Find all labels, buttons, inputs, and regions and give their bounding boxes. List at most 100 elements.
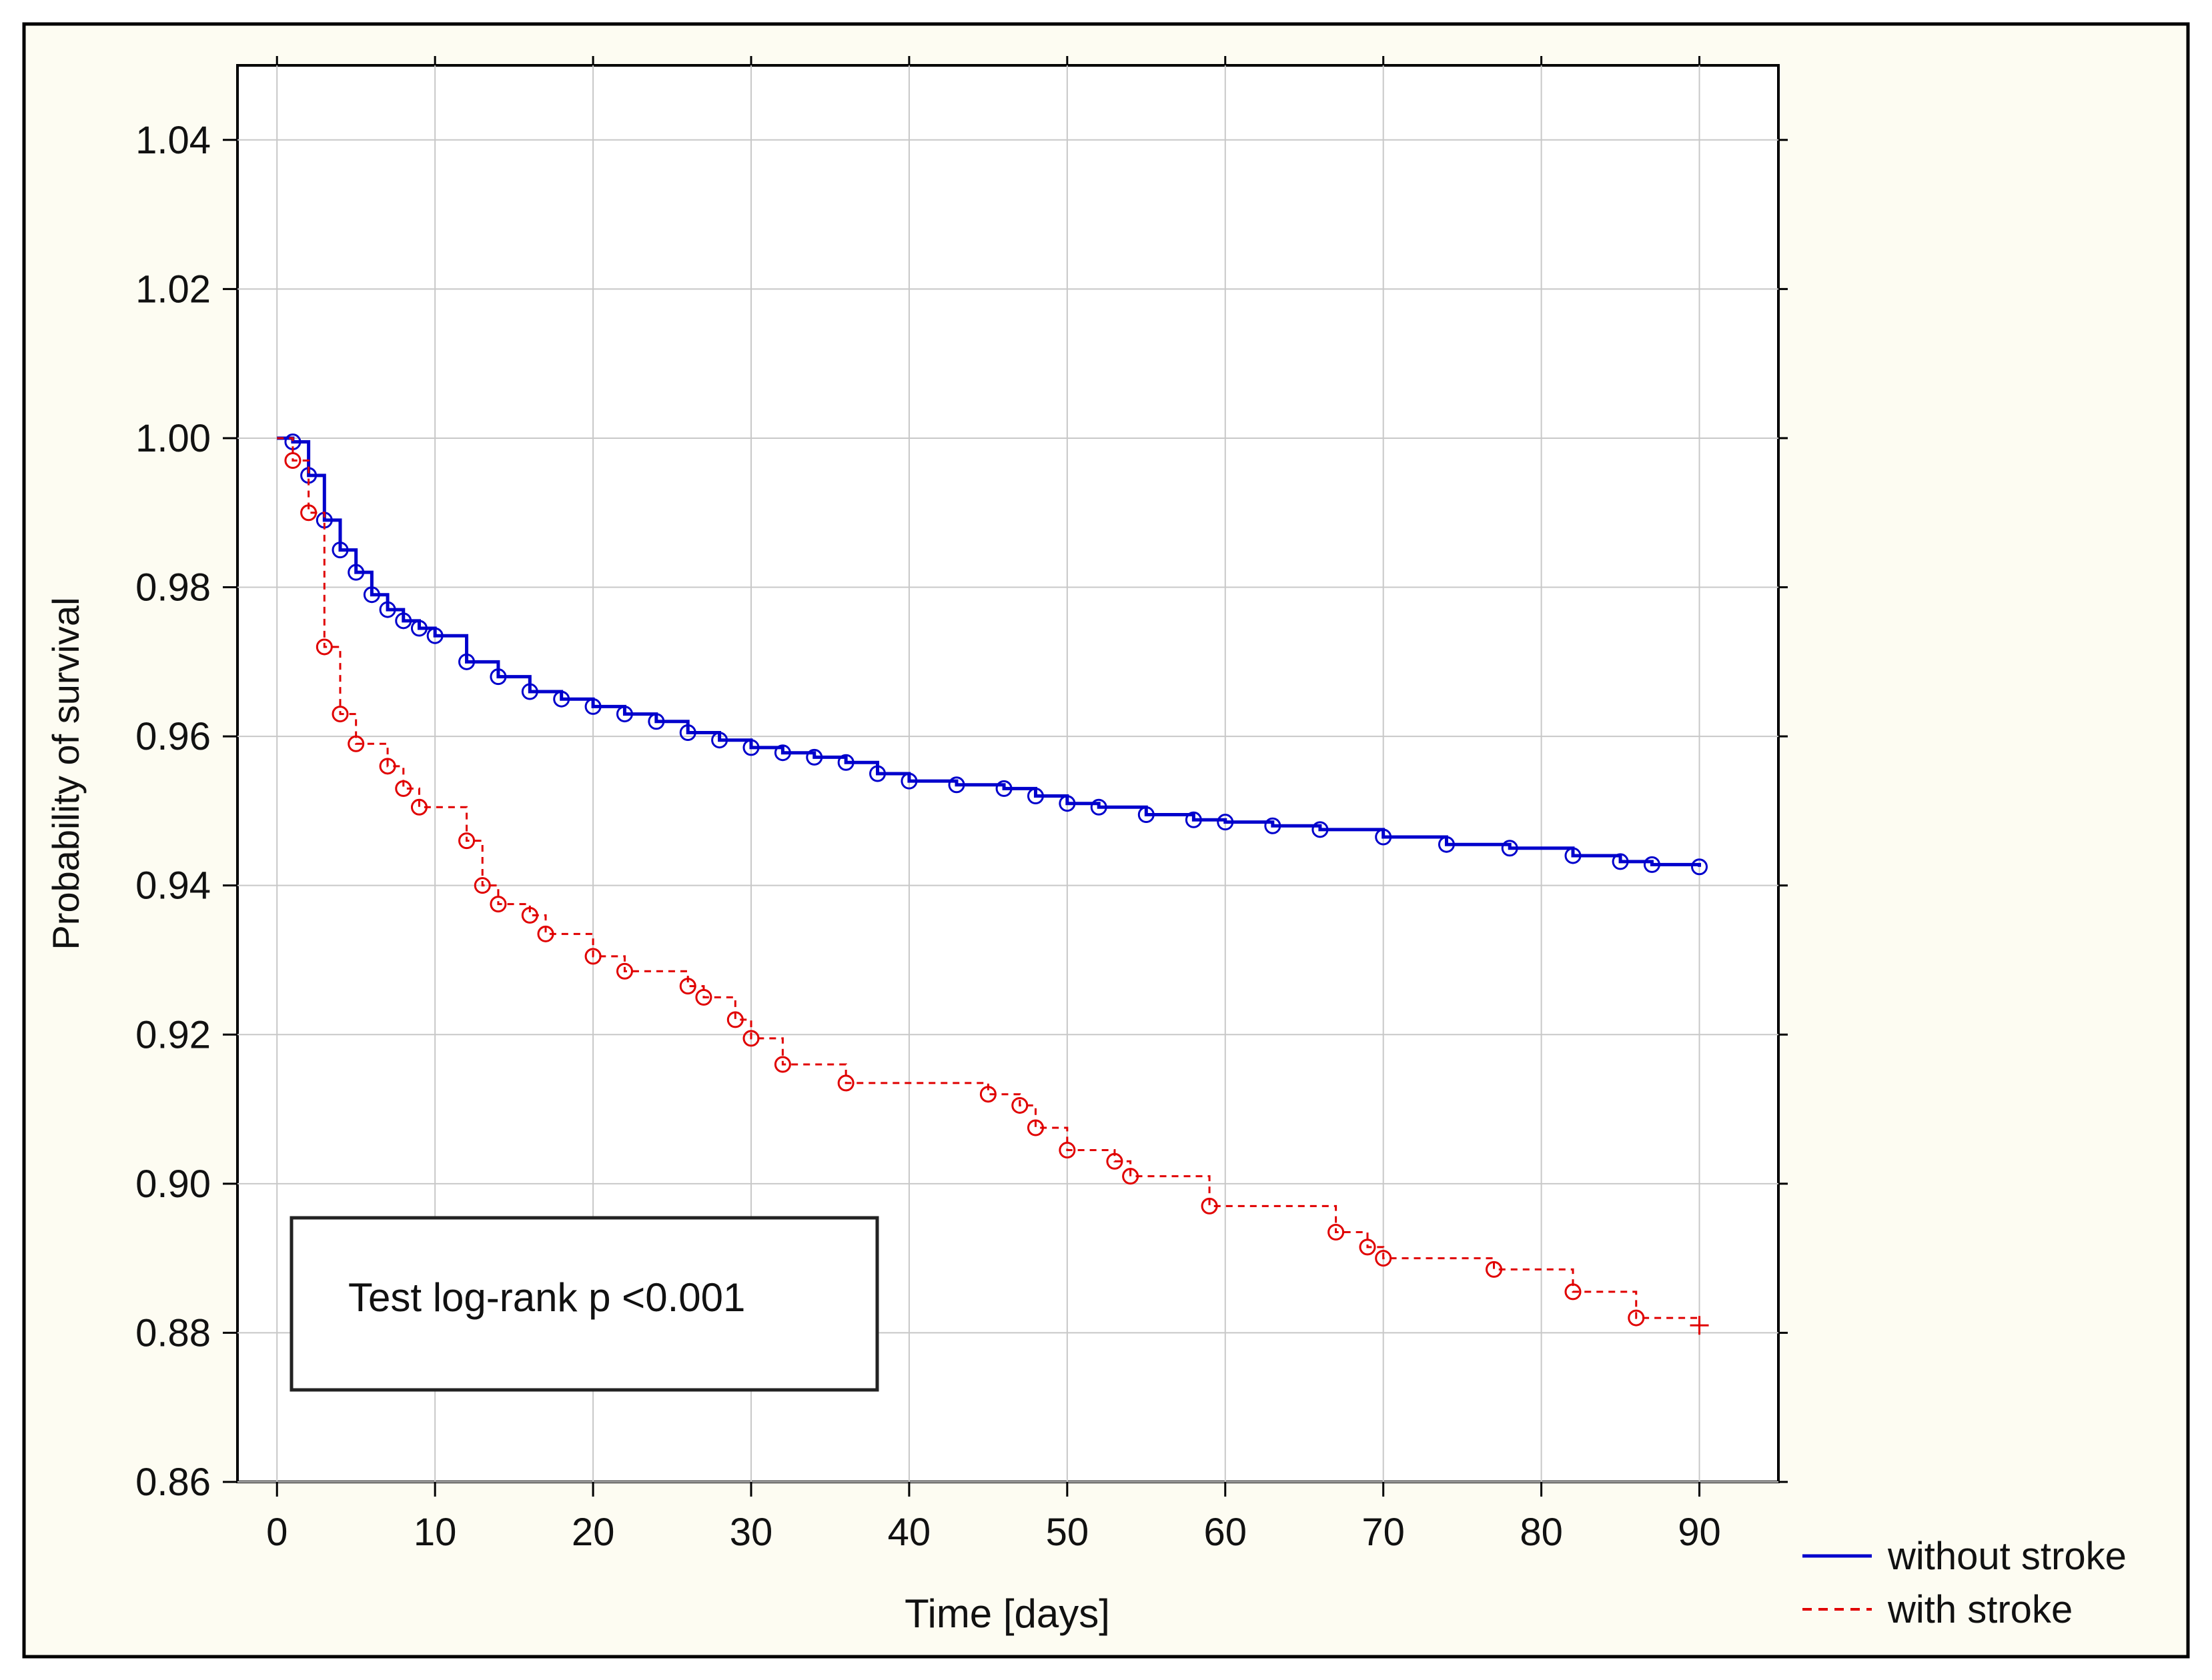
x-tick-label: 80 bbox=[1520, 1511, 1563, 1554]
censor-marker bbox=[1011, 1096, 1029, 1114]
censor-marker bbox=[1438, 836, 1455, 853]
x-tick-label: 70 bbox=[1361, 1511, 1405, 1554]
y-tick-label: 0.98 bbox=[135, 566, 211, 610]
censor-marker bbox=[474, 877, 491, 894]
censor-marker bbox=[774, 1056, 791, 1073]
y-tick-labels: 0.86 0.88 0.90 0.92 0.94 0.96 0.98 1.00 1.02 1.04 bbox=[135, 119, 211, 1504]
legend-label-without-stroke: without stroke bbox=[1887, 1535, 2127, 1578]
censor-marker bbox=[1375, 1250, 1392, 1267]
censor-marker bbox=[1375, 828, 1392, 846]
censor-marker bbox=[1486, 1261, 1503, 1278]
censor-marker bbox=[695, 988, 712, 1006]
x-tick-labels: 0 10 20 30 40 50 60 70 80 90 bbox=[266, 1511, 1721, 1554]
censor-marker bbox=[1106, 1152, 1123, 1170]
censor-marker bbox=[616, 706, 633, 723]
x-axis-label: Time [days] bbox=[905, 1591, 1110, 1636]
censor-marker bbox=[1327, 1224, 1345, 1241]
censor-marker bbox=[1691, 858, 1708, 876]
series-with-stroke bbox=[277, 437, 1709, 1335]
censor-marker bbox=[395, 780, 412, 797]
series-without-stroke bbox=[277, 434, 1708, 876]
censor-marker bbox=[742, 739, 760, 756]
legend-label-with-stroke: with stroke bbox=[1887, 1588, 2073, 1631]
x-tick-label: 10 bbox=[414, 1511, 457, 1554]
x-tick-label: 20 bbox=[572, 1511, 615, 1554]
censor-marker bbox=[1059, 1142, 1076, 1159]
censor-marker bbox=[332, 542, 349, 559]
censor-marker bbox=[284, 452, 302, 469]
censor-marker bbox=[648, 713, 665, 730]
censor-marker bbox=[979, 1086, 997, 1103]
censor-marker bbox=[995, 780, 1013, 797]
censor-marker bbox=[837, 1074, 855, 1092]
censor-marker bbox=[316, 638, 333, 656]
censor-marker bbox=[1564, 847, 1582, 864]
censor-marker bbox=[616, 962, 633, 980]
censor-marker bbox=[1264, 817, 1281, 834]
censor-marker bbox=[742, 1030, 760, 1047]
x-tick-label: 90 bbox=[1678, 1511, 1721, 1554]
y-tick-label: 0.86 bbox=[135, 1461, 211, 1504]
censor-marker bbox=[410, 620, 428, 637]
censor-marker bbox=[584, 948, 602, 965]
censor-marker bbox=[300, 504, 318, 522]
censor-marker bbox=[1090, 798, 1107, 816]
y-tick-label: 0.92 bbox=[135, 1013, 211, 1056]
censor-marker bbox=[348, 564, 365, 581]
log-rank-annotation: Test log-rank p <0.001 bbox=[348, 1275, 745, 1320]
censor-marker bbox=[1027, 1119, 1044, 1136]
series-line-without-stroke bbox=[277, 436, 1702, 867]
censor-marker bbox=[1137, 806, 1155, 823]
censor-marker bbox=[490, 896, 507, 913]
censor-marker bbox=[1027, 788, 1044, 805]
censor-marker bbox=[948, 776, 965, 794]
censor-marker bbox=[1059, 795, 1076, 812]
censor-marker bbox=[521, 906, 538, 924]
censor-marker bbox=[490, 668, 507, 686]
censor-marker bbox=[553, 690, 570, 708]
censor-marker bbox=[679, 978, 696, 995]
censor-marker bbox=[363, 586, 380, 604]
censor-marker bbox=[395, 612, 412, 630]
censor-marker bbox=[458, 832, 476, 850]
censor-marker bbox=[679, 724, 696, 742]
censor-marker bbox=[348, 735, 365, 752]
y-tick-label: 1.04 bbox=[135, 119, 211, 162]
censor-marker bbox=[1628, 1309, 1645, 1327]
censor-marker bbox=[869, 765, 887, 782]
axis-ticks bbox=[223, 56, 1788, 1497]
censor-marker bbox=[458, 653, 476, 670]
y-axis-label: Probability of survival bbox=[45, 597, 87, 950]
censor-marker bbox=[1501, 840, 1518, 857]
censor-marker bbox=[521, 683, 538, 700]
censor-marker bbox=[1185, 811, 1202, 828]
censor-marker bbox=[1564, 1283, 1582, 1301]
censor-marker bbox=[584, 698, 602, 715]
censor-marker bbox=[837, 754, 855, 771]
censor-marker bbox=[806, 748, 823, 766]
y-tick-label: 0.90 bbox=[135, 1162, 211, 1206]
censor-marker bbox=[901, 772, 918, 790]
censor-marker bbox=[1359, 1238, 1376, 1256]
legend: without stroke with stroke bbox=[1802, 1535, 2127, 1631]
censor-marker bbox=[726, 1011, 744, 1028]
censor-marker bbox=[711, 732, 728, 749]
x-tick-label: 50 bbox=[1046, 1511, 1089, 1554]
series-line-with-stroke bbox=[277, 437, 1701, 1326]
x-tick-label: 0 bbox=[266, 1511, 288, 1554]
y-tick-label: 0.88 bbox=[135, 1311, 211, 1355]
censor-marker bbox=[537, 925, 554, 942]
censor-marker bbox=[410, 798, 428, 816]
censor-marker bbox=[1643, 856, 1660, 873]
censor-marker bbox=[774, 744, 791, 762]
y-tick-label: 0.94 bbox=[135, 864, 211, 908]
y-tick-label: 1.00 bbox=[135, 417, 211, 460]
censor-marker bbox=[332, 706, 349, 723]
x-tick-label: 60 bbox=[1204, 1511, 1247, 1554]
censor-marker bbox=[1612, 853, 1629, 870]
y-tick-label: 1.02 bbox=[135, 267, 211, 311]
annotation-box: Test log-rank p <0.001 bbox=[290, 1216, 879, 1392]
x-tick-label: 40 bbox=[888, 1511, 931, 1554]
series-layer bbox=[277, 434, 1709, 1335]
